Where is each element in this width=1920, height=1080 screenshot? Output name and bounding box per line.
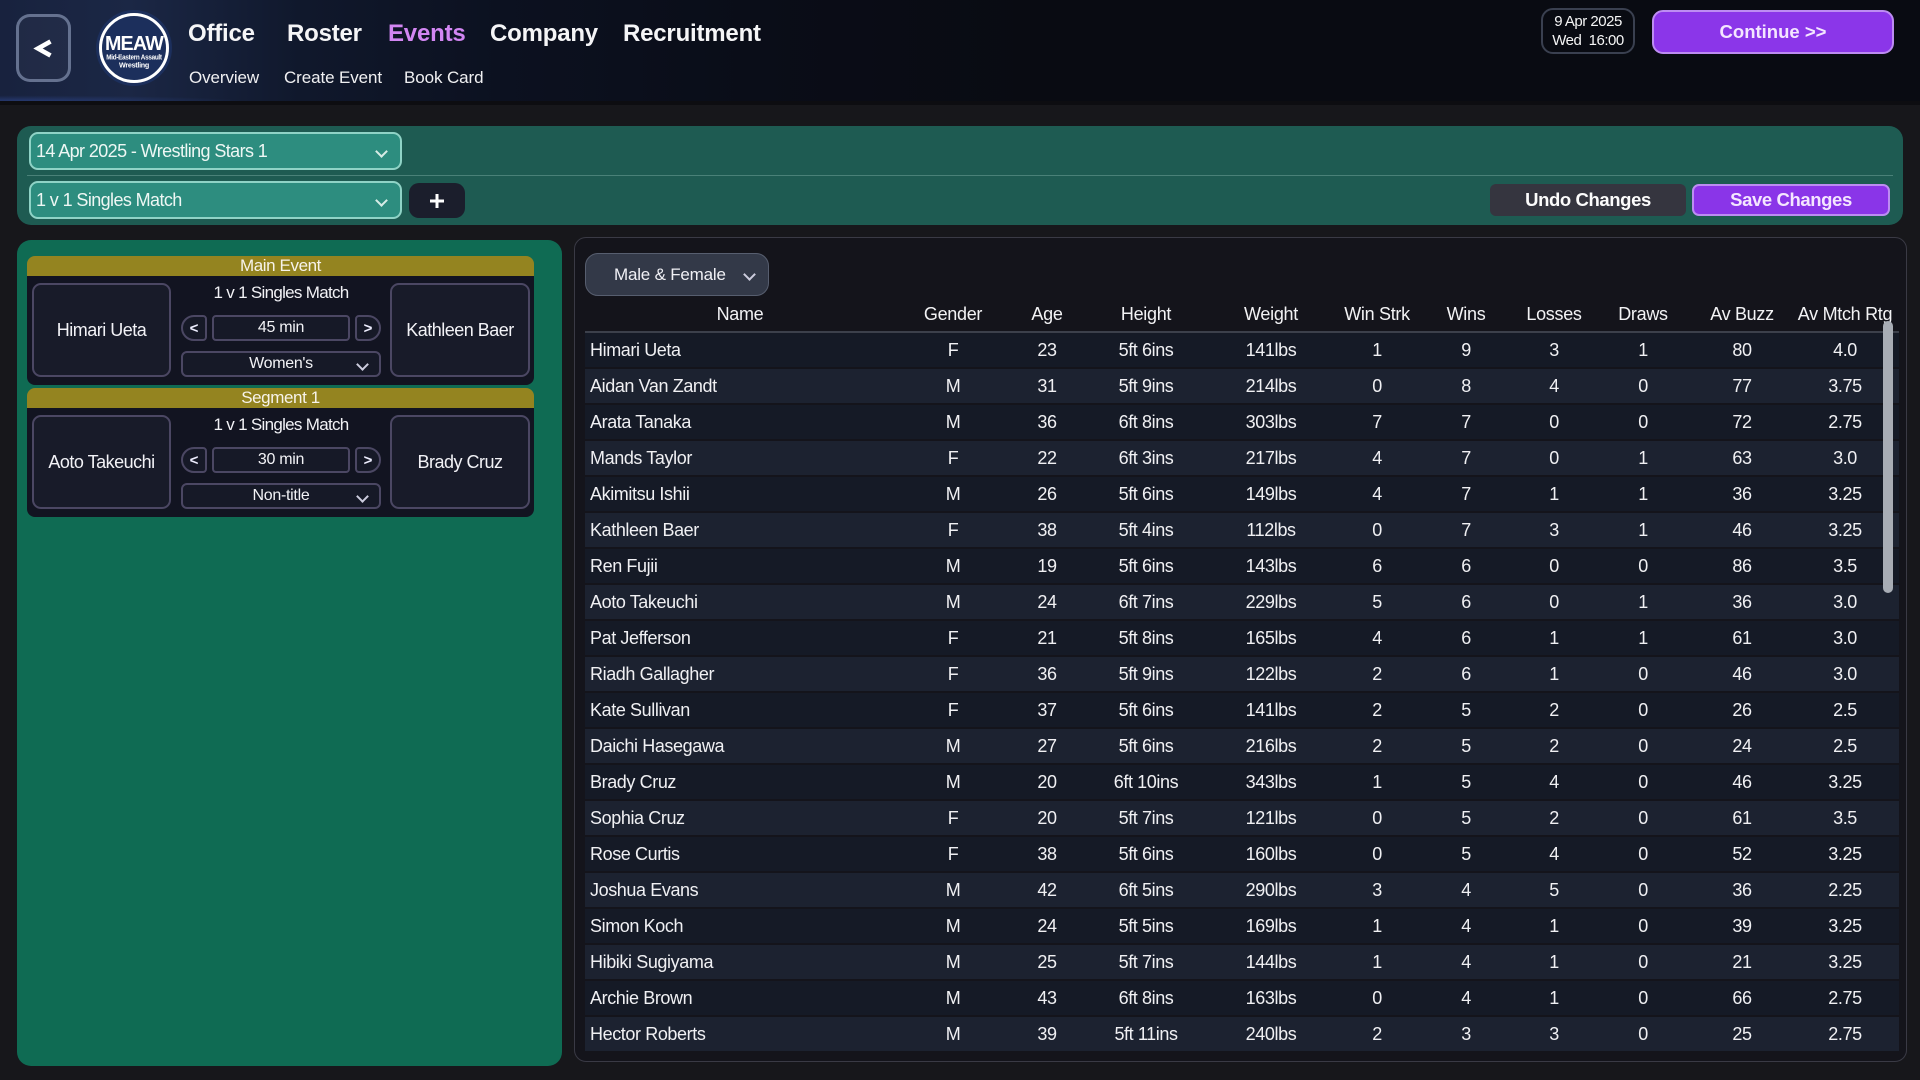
svg-text:MEAW: MEAW [105,33,164,55]
svg-text:Mid-Eastern Assault: Mid-Eastern Assault [106,54,162,61]
svg-text:Wrestling: Wrestling [119,61,149,70]
